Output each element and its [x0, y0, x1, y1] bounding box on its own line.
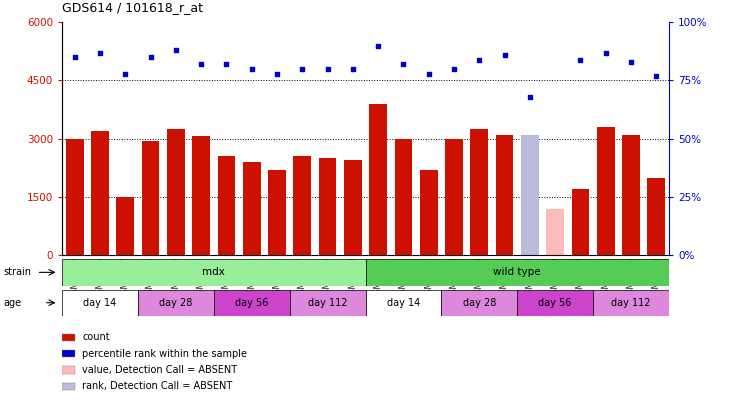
Bar [62, 383, 75, 390]
Bar [62, 259, 366, 286]
Point [372, 43, 384, 49]
Bar [268, 170, 286, 255]
Bar [442, 290, 518, 316]
Bar [218, 156, 235, 255]
Point [347, 66, 359, 72]
Text: day 14: day 14 [387, 298, 420, 308]
Point [195, 61, 207, 67]
Bar [138, 290, 213, 316]
Text: strain: strain [4, 267, 31, 277]
Point [499, 52, 510, 58]
Text: age: age [4, 298, 22, 308]
Bar [293, 156, 311, 255]
Bar [289, 290, 366, 316]
Point [221, 61, 232, 67]
Text: GDS614 / 101618_r_at: GDS614 / 101618_r_at [62, 1, 203, 14]
Bar [648, 177, 665, 255]
Point [474, 56, 485, 63]
Bar [518, 290, 593, 316]
Point [322, 66, 333, 72]
Bar [572, 189, 589, 255]
Text: day 112: day 112 [308, 298, 347, 308]
Bar [62, 366, 75, 373]
Bar [344, 160, 362, 255]
Text: value, Detection Call = ABSENT: value, Detection Call = ABSENT [82, 365, 238, 375]
Point [625, 59, 637, 65]
Bar [366, 259, 669, 286]
Bar [213, 290, 289, 316]
Bar [116, 197, 135, 255]
Bar [395, 139, 412, 255]
Text: wild type: wild type [493, 267, 541, 277]
Bar [596, 127, 615, 255]
Bar [192, 136, 210, 255]
Point [94, 49, 106, 56]
Point [271, 70, 283, 77]
Point [170, 47, 182, 53]
Bar [593, 290, 669, 316]
Bar [521, 203, 539, 255]
Bar [243, 162, 260, 255]
Bar [521, 135, 539, 255]
Bar [366, 290, 442, 316]
Point [600, 49, 612, 56]
Text: day 112: day 112 [611, 298, 651, 308]
Point [246, 66, 257, 72]
Bar [167, 129, 185, 255]
Text: mdx: mdx [202, 267, 225, 277]
Text: day 28: day 28 [159, 298, 192, 308]
Point [575, 56, 586, 63]
Bar [62, 334, 75, 341]
Point [297, 66, 308, 72]
Bar [420, 170, 438, 255]
Point [398, 61, 409, 67]
Bar [369, 104, 387, 255]
Bar [471, 129, 488, 255]
Bar [62, 350, 75, 357]
Bar [445, 139, 463, 255]
Text: rank, Detection Call = ABSENT: rank, Detection Call = ABSENT [82, 382, 232, 391]
Text: day 28: day 28 [463, 298, 496, 308]
Text: day 56: day 56 [235, 298, 268, 308]
Bar [62, 290, 138, 316]
Point [524, 94, 536, 100]
Point [145, 54, 156, 60]
Text: day 14: day 14 [83, 298, 117, 308]
Point [448, 66, 460, 72]
Text: percentile rank within the sample: percentile rank within the sample [82, 349, 247, 358]
Text: day 56: day 56 [539, 298, 572, 308]
Text: count: count [82, 332, 110, 342]
Point [651, 72, 662, 79]
Bar [319, 158, 336, 255]
Bar [91, 131, 109, 255]
Bar [496, 135, 513, 255]
Bar [546, 209, 564, 255]
Bar [66, 139, 83, 255]
Point [119, 70, 131, 77]
Point [423, 70, 434, 77]
Bar [622, 135, 640, 255]
Bar [142, 141, 159, 255]
Point [69, 54, 80, 60]
